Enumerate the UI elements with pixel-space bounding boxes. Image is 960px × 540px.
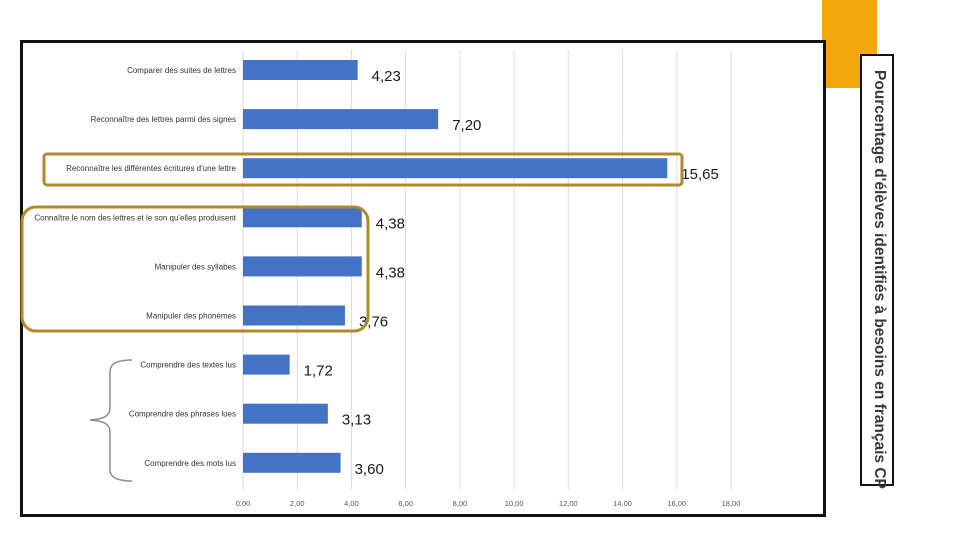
data-label: 15,65 (681, 166, 719, 183)
data-label: 3,13 (342, 412, 371, 429)
category-label: Reconnaître les différentes écritures d'… (66, 164, 236, 173)
vertical-title-frame (860, 54, 894, 486)
bar (243, 403, 328, 424)
category-label: Comprendre des mots lus (144, 459, 236, 468)
bar (243, 109, 439, 130)
bar (243, 452, 341, 473)
bar (243, 60, 358, 80)
bar (243, 158, 668, 179)
x-tick-label: 2,00 (290, 499, 305, 508)
data-label: 1,72 (304, 363, 333, 380)
category-label: Comparer des suites de lettres (127, 66, 236, 75)
bar (243, 256, 362, 277)
highlight-box-row (42, 152, 684, 187)
data-label: 4,38 (376, 215, 405, 232)
bar (243, 305, 345, 326)
x-tick-label: 14,00 (613, 499, 632, 508)
category-label: Manipuler des phonèmes (146, 312, 236, 321)
category-label: Reconnaître des lettres parmi des signes (91, 115, 236, 124)
category-label: Connaître le nom des lettres et le son q… (34, 213, 236, 222)
x-tick-label: 12,00 (559, 499, 578, 508)
data-label: 7,20 (452, 117, 481, 134)
curly-brace (89, 359, 133, 482)
x-tick-label: 10,00 (505, 499, 524, 508)
x-tick-label: 16,00 (667, 499, 686, 508)
x-tick-label: 6,00 (398, 499, 413, 508)
data-label: 4,23 (372, 68, 401, 85)
category-label: Comprendre des textes lus (140, 361, 236, 370)
data-label: 3,60 (355, 461, 384, 478)
bar (243, 354, 290, 375)
x-tick-label: 8,00 (453, 499, 468, 508)
category-label: Comprendre des phrases lues (129, 410, 236, 419)
x-tick-label: 18,00 (722, 499, 741, 508)
category-label: Manipuler des syllabes (155, 262, 236, 271)
data-label: 4,38 (376, 264, 405, 281)
vertical-title: Pourcentage d'élèves identifiés à besoin… (871, 70, 888, 489)
bar (243, 207, 362, 228)
highlight-box-group (20, 205, 370, 333)
x-tick-label: 4,00 (344, 499, 359, 508)
x-tick-label: 0,00 (236, 499, 251, 508)
